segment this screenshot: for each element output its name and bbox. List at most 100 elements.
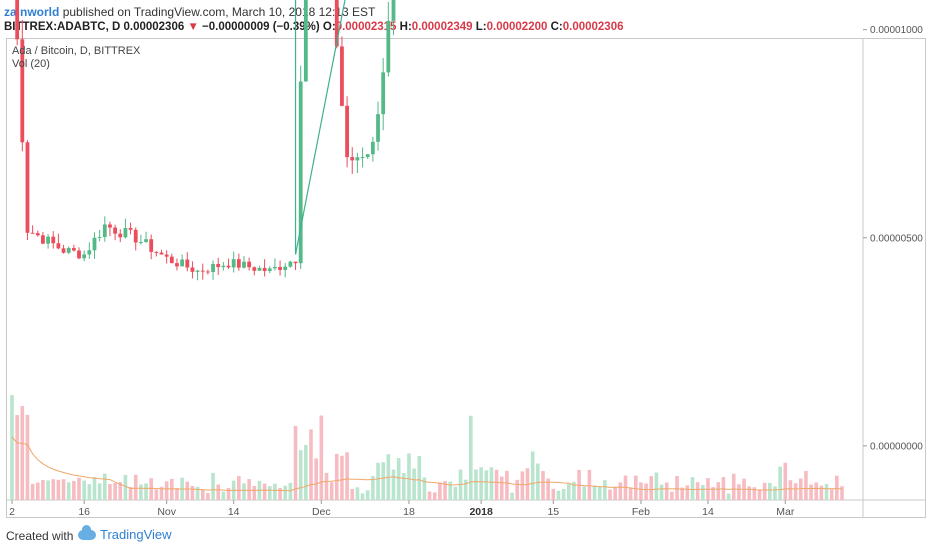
candle-body bbox=[102, 224, 107, 237]
candle-body bbox=[345, 105, 349, 158]
volume-bar bbox=[113, 483, 117, 500]
open-label: O: bbox=[322, 21, 336, 33]
volume-bar bbox=[551, 488, 556, 500]
volume-bar bbox=[35, 482, 40, 500]
volume-bar bbox=[530, 451, 535, 500]
volume-ma-line bbox=[11, 436, 842, 492]
volume-bar bbox=[587, 469, 592, 500]
volume-bar bbox=[494, 469, 499, 500]
candle-body bbox=[360, 157, 365, 159]
candle-body bbox=[46, 236, 50, 244]
volume-bar bbox=[273, 483, 277, 500]
volume-bar bbox=[608, 489, 612, 500]
volume-bar bbox=[747, 486, 752, 500]
chart-legend-title: Ada / Bitcoin, D, BITTREX bbox=[12, 45, 141, 57]
volume-bar bbox=[87, 484, 92, 500]
volume-bar bbox=[41, 479, 45, 500]
volume-bar bbox=[474, 469, 478, 500]
volume-bar bbox=[267, 486, 272, 500]
volume-bar bbox=[211, 472, 215, 500]
volume-bar bbox=[407, 453, 411, 500]
candlestick-chart[interactable]: 0.000095000.000090000.000085000.00008000… bbox=[0, 0, 932, 520]
volume-bar bbox=[92, 477, 97, 500]
candle-body bbox=[56, 243, 61, 249]
candle-body bbox=[164, 254, 169, 257]
candle-body bbox=[180, 259, 185, 267]
last-price: 0.00002306 bbox=[123, 21, 185, 33]
candle-body bbox=[71, 248, 76, 251]
date-tick-label: Nov bbox=[157, 506, 176, 518]
volume-bar bbox=[350, 488, 355, 500]
volume-bar bbox=[819, 485, 824, 500]
volume-bar bbox=[190, 485, 195, 500]
volume-bar bbox=[840, 486, 844, 500]
candle-body bbox=[61, 248, 66, 253]
candle-body bbox=[30, 232, 35, 234]
volume-bar bbox=[56, 479, 61, 500]
volume-bar bbox=[159, 486, 164, 500]
candle-body bbox=[381, 72, 386, 115]
volume-bar bbox=[752, 487, 757, 500]
candle-body bbox=[113, 227, 118, 234]
volume-bar bbox=[726, 493, 731, 500]
high-label: H: bbox=[399, 21, 412, 33]
footer: Created with TradingView bbox=[0, 520, 932, 550]
volume-bar bbox=[443, 481, 447, 500]
volume-bar bbox=[309, 429, 313, 500]
volume-bar bbox=[25, 414, 30, 500]
created-with-text: Created with bbox=[6, 529, 74, 543]
volume-bar bbox=[293, 425, 298, 500]
volume-legend: Vol (20) bbox=[12, 58, 50, 70]
volume-bar bbox=[731, 473, 736, 500]
date-tick-label: 2 bbox=[9, 506, 15, 518]
volume-bar bbox=[618, 482, 623, 500]
volume-bar bbox=[164, 481, 169, 500]
volume-bar bbox=[835, 475, 839, 500]
date-tick-label: 14 bbox=[702, 506, 714, 518]
candle-body bbox=[273, 266, 277, 269]
chart-frame[interactable] bbox=[6, 38, 926, 518]
candle-body bbox=[293, 261, 298, 264]
volume-bar bbox=[469, 415, 473, 500]
volume-bar bbox=[417, 455, 422, 500]
candle-body bbox=[108, 224, 112, 228]
candle-body bbox=[15, 0, 20, 40]
volume-bar bbox=[432, 492, 437, 500]
candle-body bbox=[77, 250, 81, 259]
candle-body bbox=[144, 239, 148, 242]
candle-body bbox=[128, 228, 133, 230]
volume-bar bbox=[200, 489, 205, 500]
volume-bar bbox=[221, 491, 226, 500]
candle-body bbox=[169, 256, 174, 264]
volume-bar bbox=[633, 475, 638, 500]
candle-body bbox=[267, 268, 272, 272]
volume-bar bbox=[283, 485, 288, 500]
price-change: −0.00000009 (−0.39%) bbox=[202, 21, 320, 33]
candle-body bbox=[350, 157, 355, 161]
candle-body bbox=[303, 0, 308, 82]
candle-body bbox=[252, 267, 257, 271]
tradingview-brand[interactable]: TradingView bbox=[78, 524, 172, 542]
volume-bar bbox=[371, 476, 375, 500]
candle-body bbox=[149, 239, 154, 252]
volume-bar bbox=[396, 458, 401, 500]
volume-bar bbox=[659, 484, 664, 500]
high-value: 0.00002349 bbox=[411, 21, 473, 33]
candle-body bbox=[386, 20, 391, 73]
volume-bar bbox=[262, 483, 267, 500]
candle-body bbox=[206, 271, 210, 273]
volume-bar bbox=[30, 483, 35, 500]
low-label: L: bbox=[475, 21, 487, 33]
volume-bar bbox=[675, 475, 679, 500]
candle-body bbox=[211, 263, 215, 272]
candle-body bbox=[391, 0, 396, 21]
volume-bar bbox=[10, 395, 14, 500]
volume-bar bbox=[695, 482, 700, 500]
candle-body bbox=[190, 267, 195, 272]
volume-bar bbox=[737, 484, 741, 500]
volume-bar bbox=[515, 479, 520, 500]
candle-body bbox=[200, 270, 205, 272]
volume-bar bbox=[556, 490, 561, 500]
candle-body bbox=[66, 248, 71, 253]
volume-bar bbox=[814, 482, 819, 500]
